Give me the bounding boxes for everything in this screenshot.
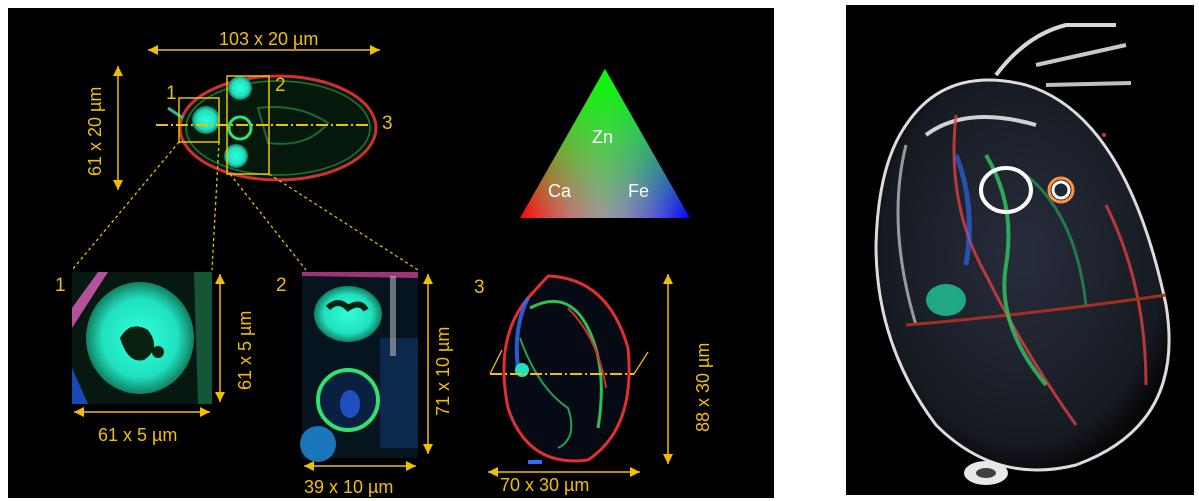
inset-1-number: 1 <box>55 275 66 296</box>
overview-specimen <box>167 74 378 182</box>
overview-annotations <box>71 45 419 271</box>
elemental-map-panel: 103 x 20 µm 61 x 20 µm 1 2 3 Zn Ca Fe 1 … <box>8 8 774 498</box>
inset-2-number: 2 <box>276 275 287 296</box>
inset-1-image <box>72 272 225 417</box>
overview-region-3-label: 3 <box>382 113 393 134</box>
legend-fe-label: Fe <box>628 181 650 201</box>
overview-width-label: 103 x 20 µm <box>219 29 319 49</box>
inset-3-image <box>482 270 673 477</box>
overview-height-label: 61 x 20 µm <box>85 86 105 176</box>
inset-2-image <box>300 272 433 471</box>
ternary-legend <box>520 69 690 218</box>
daphnia-shell <box>874 23 1171 485</box>
volume-rendering-panel <box>846 5 1194 495</box>
inset-3-width-label: 70 x 30 µm <box>500 475 590 495</box>
legend-zn-label: Zn <box>592 127 614 147</box>
inset-2-height-label: 71 x 10 µm <box>433 326 453 416</box>
inset-3-height-label: 88 x 30 µm <box>693 342 713 432</box>
overview-region-2-label: 2 <box>275 75 286 96</box>
legend-ca-label: Ca <box>548 181 572 201</box>
volume-rendering-image <box>874 23 1171 485</box>
map-graphics <box>71 45 690 477</box>
inset-2-width-label: 39 x 10 µm <box>304 477 394 497</box>
overview-region-1-label: 1 <box>166 83 177 104</box>
inset-1-width-label: 61 x 5 µm <box>98 425 178 445</box>
inset-1-height-label: 61 x 5 µm <box>235 310 255 390</box>
inset-3-number: 3 <box>474 277 485 298</box>
